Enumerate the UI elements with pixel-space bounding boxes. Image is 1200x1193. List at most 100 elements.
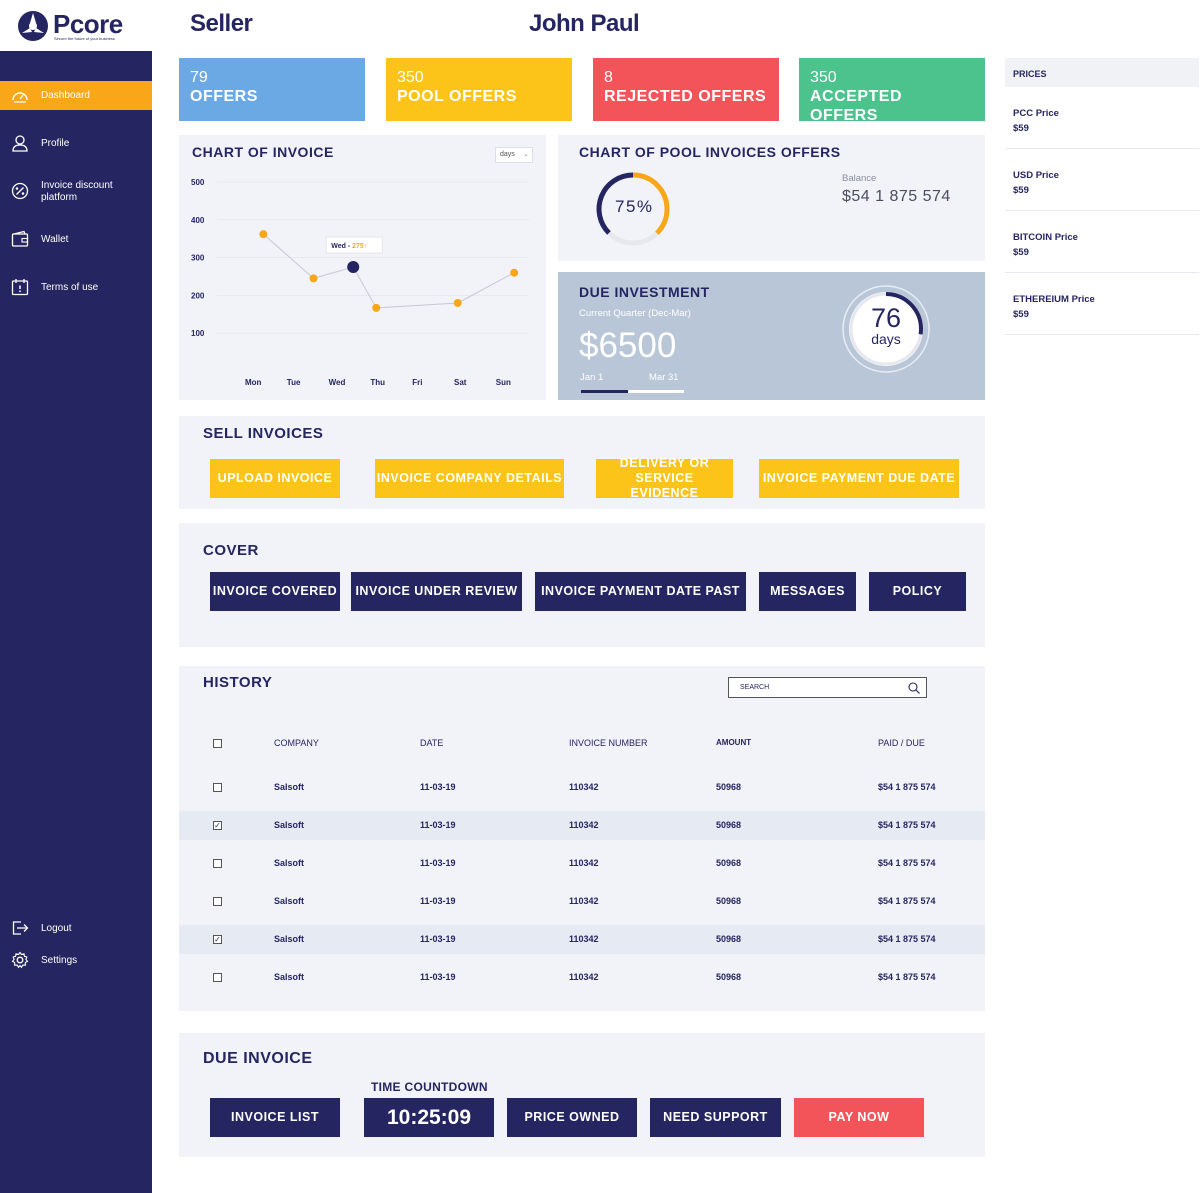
invoice-company-details-button[interactable]: INVOICE COMPANY DETAILS <box>375 459 564 498</box>
days-label: days <box>871 331 901 347</box>
col-header-amount[interactable]: AMOUNT <box>716 738 752 747</box>
row-checkbox[interactable] <box>213 897 222 906</box>
stat-label: REJECTED OFFERS <box>604 88 767 105</box>
row-checkbox[interactable]: ✓ <box>213 821 222 830</box>
sidebar-item-label: Logout <box>41 923 72 934</box>
data-point <box>372 303 381 312</box>
search-placeholder: SEARCH <box>740 684 770 691</box>
due-invoice-panel: DUE INVOICE <box>179 1033 985 1157</box>
table-cell-company: Salsoft <box>274 820 305 830</box>
table-cell-amount: 50968 <box>716 896 742 906</box>
table-cell-amount: 50968 <box>716 934 742 944</box>
stat-value: 350 <box>397 69 424 86</box>
row-checkbox[interactable] <box>213 859 222 868</box>
sidebar-item-label: Dashboard <box>41 90 90 101</box>
messages-button[interactable]: MESSAGES <box>759 572 856 611</box>
table-cell-company: Salsoft <box>274 896 305 906</box>
row-checkbox[interactable] <box>213 973 222 982</box>
start-date-label: Jan 1 <box>580 372 604 383</box>
highlight-point <box>347 261 360 274</box>
table-cell-date: 11-03-19 <box>420 896 456 906</box>
balance-value: $54 1 875 574 <box>842 188 951 205</box>
sidebar-item-terms[interactable]: Terms of use <box>0 278 152 298</box>
stat-card-rejected-offers[interactable]: 8 REJECTED OFFERS <box>593 58 779 121</box>
invoice-covered-button[interactable]: INVOICE COVERED <box>210 572 340 611</box>
delivery-evidence-button[interactable]: DELIVERY OR SERVICE EVIDENCE <box>596 456 733 500</box>
data-point <box>259 230 268 239</box>
days-value: 76 <box>870 303 902 333</box>
end-date-label: Mar 31 <box>649 372 679 383</box>
stat-label: OFFERS <box>190 88 258 105</box>
data-point <box>510 268 519 277</box>
table-row-highlight <box>179 811 985 840</box>
price-value: $59 <box>1013 309 1029 320</box>
sidebar-item-label: Wallet <box>41 234 69 245</box>
prices-title: PRICES <box>1005 58 1199 87</box>
balance-label: Balance <box>842 173 877 184</box>
price-name: PCC Price <box>1013 108 1059 119</box>
user-icon <box>12 135 28 152</box>
pool-chart-panel: CHART OF POOL INVOICES OFFERS 75% Balanc… <box>558 135 985 261</box>
cover-title: COVER <box>203 542 259 559</box>
page-title: Seller <box>190 10 253 37</box>
policy-button[interactable]: POLICY <box>869 572 966 611</box>
table-cell-date: 11-03-19 <box>420 820 456 830</box>
table-cell-amount: 50968 <box>716 820 742 830</box>
invoice-under-review-button[interactable]: INVOICE UNDER REVIEW <box>351 572 522 611</box>
col-header-date[interactable]: DATE <box>420 738 444 748</box>
logout-icon <box>12 921 29 935</box>
data-point <box>309 274 318 283</box>
period-select-value: days <box>500 151 515 158</box>
price-name: USD Price <box>1013 170 1059 181</box>
table-cell-company: Salsoft <box>274 972 305 982</box>
stat-card-offers[interactable]: 79 OFFERS <box>179 58 365 121</box>
period-select[interactable]: days ⌄ <box>495 147 533 163</box>
table-cell-date: 11-03-19 <box>420 972 456 982</box>
price-name: BITCOIN Price <box>1013 232 1078 243</box>
table-cell-date: 11-03-19 <box>420 934 456 944</box>
series-line <box>263 233 515 309</box>
invoice-chart-title: CHART OF INVOICE <box>192 144 334 160</box>
sidebar: Pcore Secure the future of your business… <box>0 0 152 1193</box>
pay-now-button[interactable]: PAY NOW <box>794 1098 924 1137</box>
price-owned-button[interactable]: PRICE OWNED <box>507 1098 637 1137</box>
col-header-invoice-number[interactable]: INVOICE NUMBER <box>569 738 648 748</box>
y-tick-label: 200 <box>191 291 205 300</box>
table-cell-paid: $54 1 875 574 <box>878 782 936 792</box>
need-support-button[interactable]: NEED SUPPORT <box>650 1098 781 1137</box>
upload-invoice-button[interactable]: UPLOAD INVOICE <box>210 459 340 498</box>
countdown-timer: 10:25:09 <box>364 1098 494 1137</box>
logo-icon <box>18 11 48 41</box>
user-name: John Paul <box>529 10 640 37</box>
sidebar-item-profile[interactable]: Profile <box>0 134 152 154</box>
search-input[interactable]: SEARCH <box>728 677 927 698</box>
invoice-payment-date-past-button[interactable]: INVOICE PAYMENT DATE PAST <box>535 572 746 611</box>
stat-card-pool-offers[interactable]: 350 POOL OFFERS <box>386 58 572 121</box>
row-checkbox[interactable] <box>213 783 222 792</box>
invoice-list-button[interactable]: INVOICE LIST <box>210 1098 340 1137</box>
col-header-paid-due[interactable]: PAID / DUE <box>878 738 925 748</box>
pool-progress-arc-secondary <box>596 172 634 235</box>
stat-card-accepted-offers[interactable]: 350 ACCEPTED OFFERS <box>799 58 985 124</box>
table-cell-company: Salsoft <box>274 858 305 868</box>
brand-tagline: Secure the future of your business <box>54 36 115 41</box>
stat-value: 350 <box>810 69 837 86</box>
sidebar-item-label: Profile <box>41 138 70 149</box>
select-all-checkbox[interactable] <box>213 739 222 748</box>
due-investment-subtitle: Current Quarter (Dec-Mar) <box>579 308 691 319</box>
col-header-company[interactable]: COMPANY <box>274 738 319 748</box>
sidebar-item-logout[interactable]: Logout <box>0 919 152 939</box>
row-checkbox[interactable]: ✓ <box>213 935 222 944</box>
x-tick-label: Thu <box>370 378 385 387</box>
search-icon[interactable] <box>908 682 920 694</box>
table-cell-paid: $54 1 875 574 <box>878 896 936 906</box>
sidebar-item-wallet[interactable]: Wallet <box>0 230 152 250</box>
table-cell-company: Salsoft <box>274 934 305 944</box>
invoice-payment-due-date-button[interactable]: INVOICE PAYMENT DUE DATE <box>759 459 959 498</box>
y-tick-label: 500 <box>191 178 205 187</box>
sidebar-item-invoice-discount[interactable]: Invoice discount platform <box>0 180 152 206</box>
sidebar-item-settings[interactable]: Settings <box>0 951 152 971</box>
sidebar-item-label: Invoice discount platform <box>41 180 113 203</box>
table-cell-amount: 50968 <box>716 858 742 868</box>
sidebar-item-dashboard[interactable]: Dashboard <box>0 81 152 110</box>
